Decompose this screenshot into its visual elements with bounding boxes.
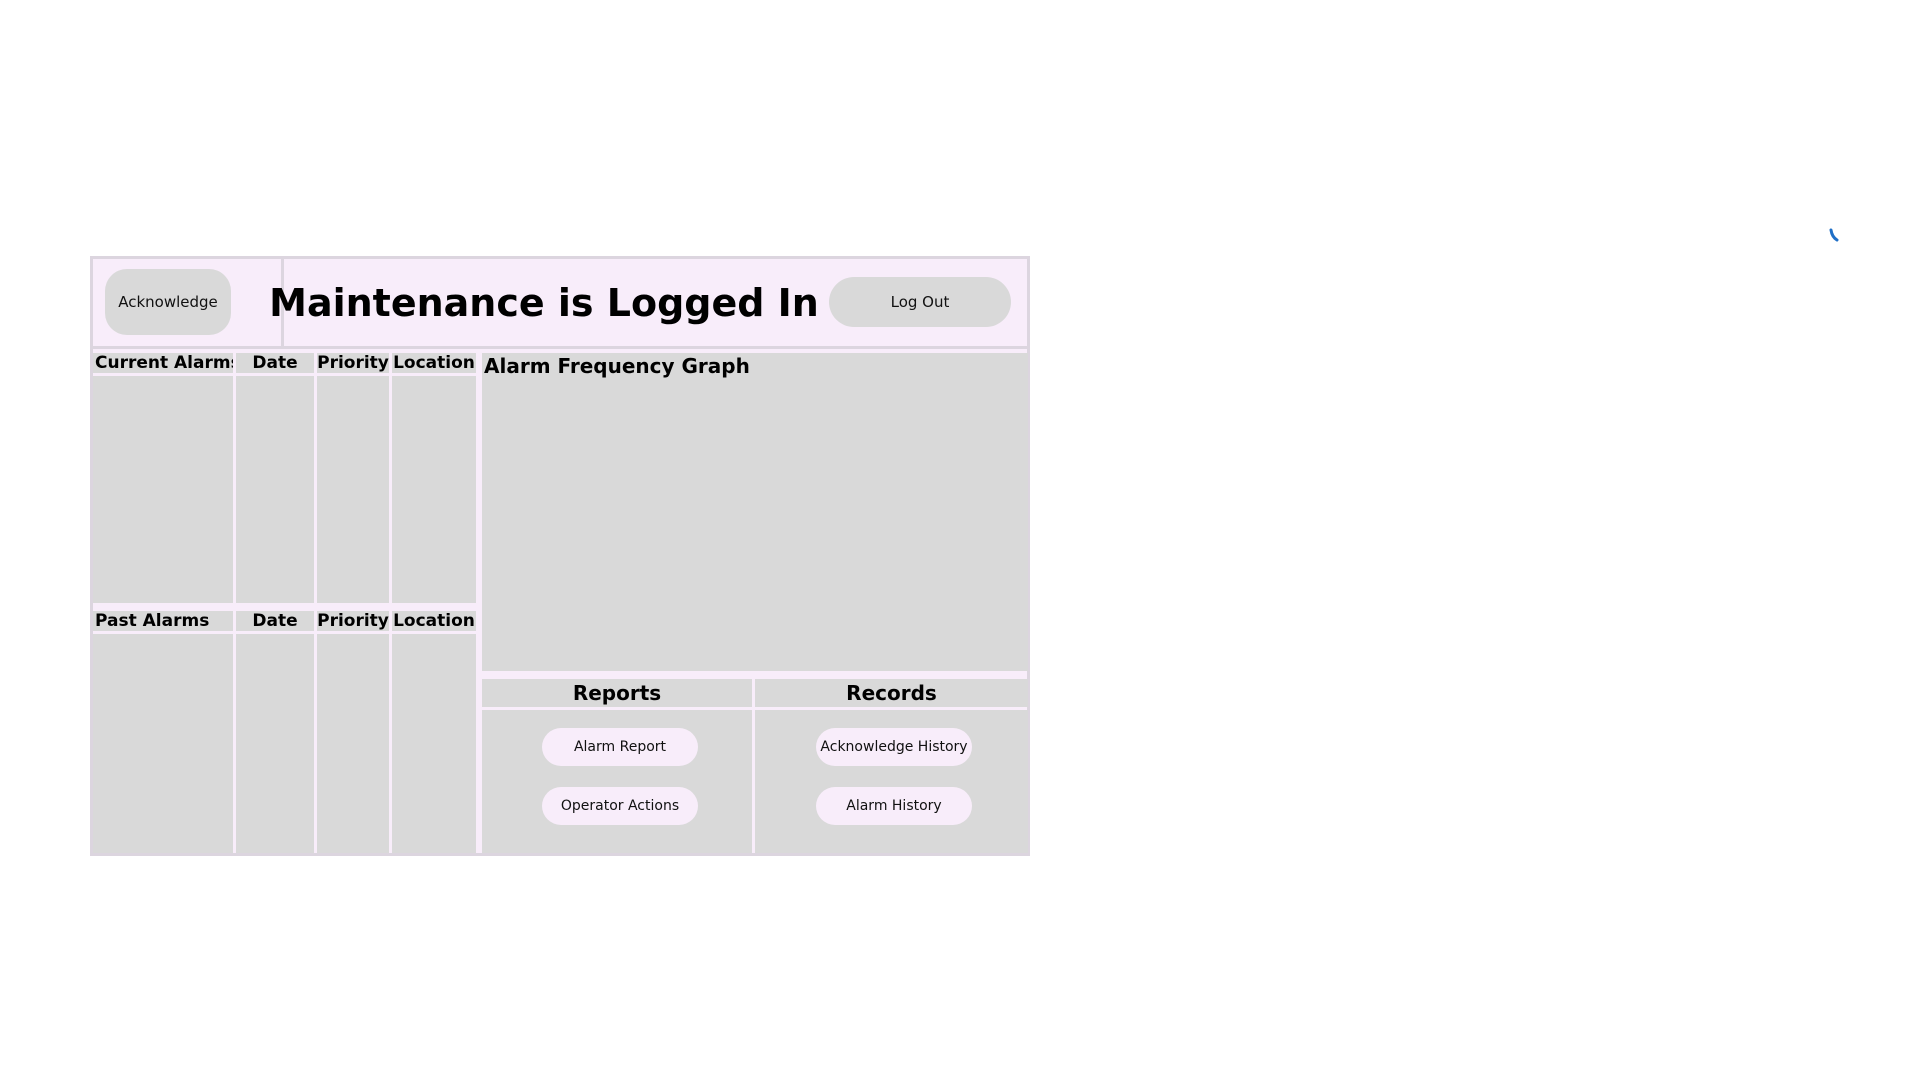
reports-section: Alarm Report Operator Actions — [482, 710, 752, 853]
log-out-button[interactable]: Log Out — [829, 277, 1011, 327]
graph-title: Alarm Frequency Graph — [484, 354, 750, 378]
header-divider — [93, 346, 1027, 351]
current-alarms-header: Current Alarms — [93, 353, 233, 373]
operator-actions-button[interactable]: Operator Actions — [542, 787, 698, 825]
alarm-history-button[interactable]: Alarm History — [816, 787, 972, 825]
current-location-header: Location — [392, 353, 476, 373]
current-priority-header: Priority — [317, 353, 389, 373]
past-alarms-header: Past Alarms — [93, 611, 233, 631]
page-title: Maintenance is Logged In — [269, 280, 819, 325]
past-date-header: Date — [236, 611, 314, 631]
past-location-column[interactable] — [392, 634, 476, 853]
records-section: Acknowledge History Alarm History — [755, 710, 1028, 853]
reports-header: Reports — [482, 679, 752, 707]
loading-spinner-icon — [1829, 228, 1839, 242]
alarm-report-button[interactable]: Alarm Report — [542, 728, 698, 766]
alarm-dashboard-panel: Acknowledge Maintenance is Logged In Log… — [90, 256, 1030, 856]
acknowledge-history-button[interactable]: Acknowledge History — [816, 728, 972, 766]
current-location-column[interactable] — [392, 376, 476, 603]
records-header: Records — [755, 679, 1028, 707]
past-date-column[interactable] — [236, 634, 314, 853]
current-date-column[interactable] — [236, 376, 314, 603]
acknowledge-area: Acknowledge — [93, 259, 284, 346]
alarm-frequency-graph: Alarm Frequency Graph — [482, 353, 1028, 671]
past-priority-column[interactable] — [317, 634, 389, 853]
past-location-header: Location — [392, 611, 476, 631]
current-priority-column[interactable] — [317, 376, 389, 603]
acknowledge-button[interactable]: Acknowledge — [105, 269, 231, 335]
past-alarms-column[interactable] — [93, 634, 233, 853]
past-priority-header: Priority — [317, 611, 389, 631]
current-date-header: Date — [236, 353, 314, 373]
current-alarms-column[interactable] — [93, 376, 233, 603]
